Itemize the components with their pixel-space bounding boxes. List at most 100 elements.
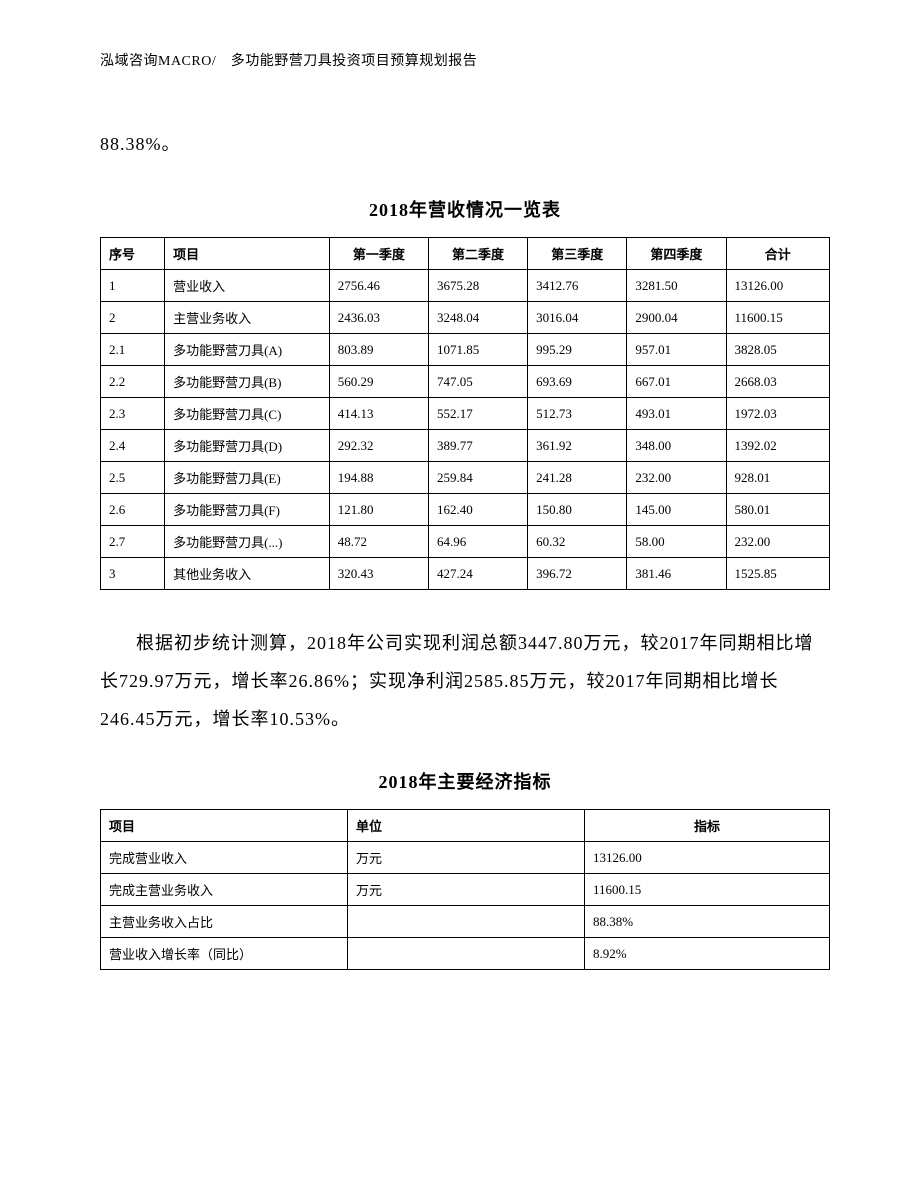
table-cell: 194.88 — [329, 462, 428, 494]
table-cell: 241.28 — [528, 462, 627, 494]
table-cell: 2.2 — [101, 366, 165, 398]
table1-title: 2018年营收情况一览表 — [100, 196, 830, 222]
paragraph-1: 根据初步统计测算，2018年公司实现利润总额3447.80万元，较2017年同期… — [100, 625, 830, 738]
indicators-table: 项目 单位 指标 完成营业收入万元13126.00完成主营业务收入万元11600… — [100, 809, 830, 970]
table-cell: 552.17 — [428, 398, 527, 430]
table-cell: 3412.76 — [528, 270, 627, 302]
table-cell: 957.01 — [627, 334, 726, 366]
table-cell: 232.00 — [627, 462, 726, 494]
table-cell — [348, 906, 585, 938]
table-row: 完成主营业务收入万元11600.15 — [101, 874, 830, 906]
table-row: 2.6多功能野营刀具(F)121.80162.40150.80145.00580… — [101, 494, 830, 526]
table-row: 1营业收入2756.463675.283412.763281.5013126.0… — [101, 270, 830, 302]
table-cell: 396.72 — [528, 558, 627, 590]
table-cell: 259.84 — [428, 462, 527, 494]
table-row: 2.2多功能野营刀具(B)560.29747.05693.69667.01266… — [101, 366, 830, 398]
table-cell: 414.13 — [329, 398, 428, 430]
table-row: 2.5多功能野营刀具(E)194.88259.84241.28232.00928… — [101, 462, 830, 494]
table-cell: 58.00 — [627, 526, 726, 558]
table-cell: 2.4 — [101, 430, 165, 462]
table-row: 2.3多功能野营刀具(C)414.13552.17512.73493.01197… — [101, 398, 830, 430]
table-row: 营业收入增长率（同比） 8.92% — [101, 938, 830, 970]
table-cell: 667.01 — [627, 366, 726, 398]
table-cell: 其他业务收入 — [165, 558, 330, 590]
table-cell: 13126.00 — [726, 270, 829, 302]
table-cell: 1972.03 — [726, 398, 829, 430]
table-cell: 3281.50 — [627, 270, 726, 302]
table-cell: 多功能野营刀具(...) — [165, 526, 330, 558]
table-cell: 主营业务收入 — [165, 302, 330, 334]
table-cell: 1525.85 — [726, 558, 829, 590]
col-item: 项目 — [165, 238, 330, 270]
table-cell: 361.92 — [528, 430, 627, 462]
table-cell: 多功能野营刀具(C) — [165, 398, 330, 430]
table-cell: 145.00 — [627, 494, 726, 526]
table-cell: 2.6 — [101, 494, 165, 526]
table-cell: 64.96 — [428, 526, 527, 558]
table-row: 2.7多功能野营刀具(...)48.7264.9660.3258.00232.0… — [101, 526, 830, 558]
table-cell: 多功能野营刀具(D) — [165, 430, 330, 462]
table-cell: 3 — [101, 558, 165, 590]
col-value: 指标 — [585, 810, 830, 842]
table-cell: 693.69 — [528, 366, 627, 398]
table-cell: 11600.15 — [585, 874, 830, 906]
col-q3: 第三季度 — [528, 238, 627, 270]
table-cell: 3248.04 — [428, 302, 527, 334]
table-cell — [348, 938, 585, 970]
table-cell: 主营业务收入占比 — [101, 906, 348, 938]
table-cell: 3675.28 — [428, 270, 527, 302]
table-cell: 803.89 — [329, 334, 428, 366]
col-seq: 序号 — [101, 238, 165, 270]
table-cell: 747.05 — [428, 366, 527, 398]
table-cell: 3828.05 — [726, 334, 829, 366]
col-unit: 单位 — [348, 810, 585, 842]
table-cell: 多功能野营刀具(B) — [165, 366, 330, 398]
table-cell: 2900.04 — [627, 302, 726, 334]
table-cell: 营业收入增长率（同比） — [101, 938, 348, 970]
table-cell: 928.01 — [726, 462, 829, 494]
table-cell: 万元 — [348, 874, 585, 906]
col-item: 项目 — [101, 810, 348, 842]
col-q4: 第四季度 — [627, 238, 726, 270]
table-cell: 580.01 — [726, 494, 829, 526]
table-cell: 1071.85 — [428, 334, 527, 366]
table-row: 2.4多功能野营刀具(D)292.32389.77361.92348.00139… — [101, 430, 830, 462]
table-row: 完成营业收入万元13126.00 — [101, 842, 830, 874]
table-row: 2主营业务收入2436.033248.043016.042900.0411600… — [101, 302, 830, 334]
table-cell: 381.46 — [627, 558, 726, 590]
table-cell: 2.7 — [101, 526, 165, 558]
table-cell: 292.32 — [329, 430, 428, 462]
table-cell: 162.40 — [428, 494, 527, 526]
table-header-row: 序号 项目 第一季度 第二季度 第三季度 第四季度 合计 — [101, 238, 830, 270]
table-cell: 8.92% — [585, 938, 830, 970]
table-cell: 11600.15 — [726, 302, 829, 334]
table-cell: 88.38% — [585, 906, 830, 938]
table-cell: 多功能野营刀具(A) — [165, 334, 330, 366]
table-cell: 1 — [101, 270, 165, 302]
col-q2: 第二季度 — [428, 238, 527, 270]
table-cell: 2436.03 — [329, 302, 428, 334]
table-cell: 万元 — [348, 842, 585, 874]
table-cell: 完成主营业务收入 — [101, 874, 348, 906]
table-cell: 2.3 — [101, 398, 165, 430]
table-cell: 2 — [101, 302, 165, 334]
table-cell: 1392.02 — [726, 430, 829, 462]
table-cell: 427.24 — [428, 558, 527, 590]
table-cell: 320.43 — [329, 558, 428, 590]
revenue-table: 序号 项目 第一季度 第二季度 第三季度 第四季度 合计 1营业收入2756.4… — [100, 237, 830, 590]
table-row: 主营业务收入占比 88.38% — [101, 906, 830, 938]
table-cell: 493.01 — [627, 398, 726, 430]
table-cell: 2.5 — [101, 462, 165, 494]
intro-text: 88.38%。 — [100, 130, 830, 156]
table-cell: 13126.00 — [585, 842, 830, 874]
table-cell: 389.77 — [428, 430, 527, 462]
table-row: 2.1多功能野营刀具(A)803.891071.85995.29957.0138… — [101, 334, 830, 366]
table-cell: 995.29 — [528, 334, 627, 366]
table-cell: 完成营业收入 — [101, 842, 348, 874]
table-cell: 121.80 — [329, 494, 428, 526]
table-cell: 2668.03 — [726, 366, 829, 398]
table-cell: 营业收入 — [165, 270, 330, 302]
table2-title: 2018年主要经济指标 — [100, 768, 830, 794]
table-cell: 560.29 — [329, 366, 428, 398]
page-header: 泓域咨询MACRO/ 多功能野营刀具投资项目预算规划报告 — [100, 50, 830, 70]
